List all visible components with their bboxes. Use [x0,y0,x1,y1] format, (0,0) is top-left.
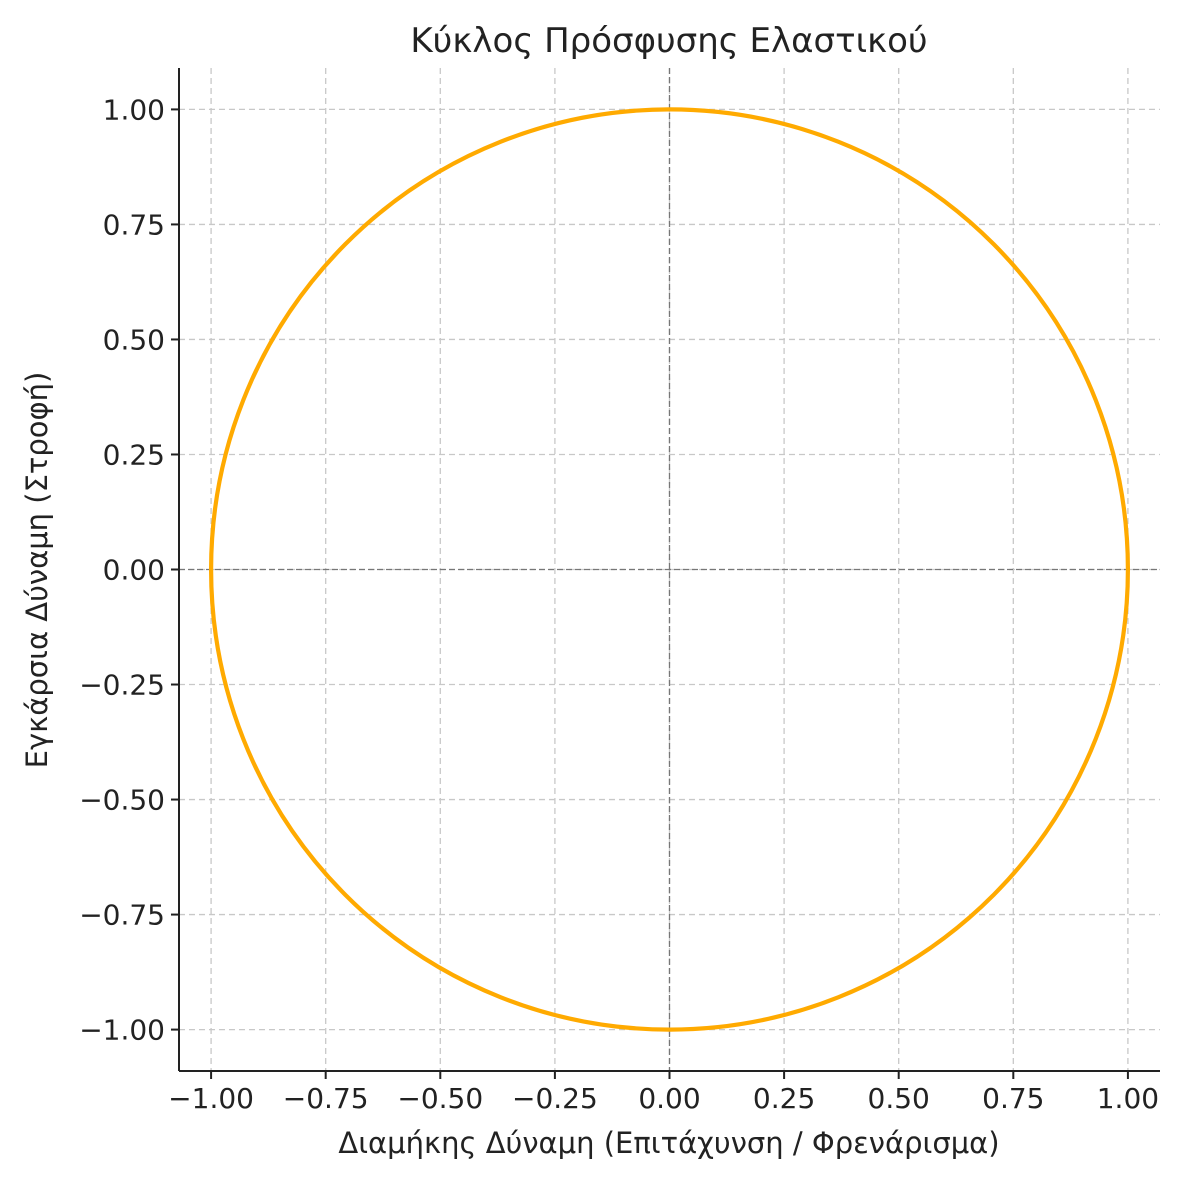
y-tick-label: 0.25 [103,438,165,471]
series-layer [208,107,1131,1032]
y-axis-label: Εγκάρσια Δύναμη (Στροφή) [20,372,54,769]
x-tick-label: −0.75 [283,1082,369,1115]
y-tick-label: −1.00 [79,1014,165,1047]
x-tick-label: 0.50 [868,1082,930,1115]
x-axis-ticks: −1.00 −0.75 −0.50 −0.25 0.00 0.25 0.50 0.75 1.00 [168,1071,1159,1115]
y-tick-label: −0.75 [79,899,165,932]
x-tick-label: 0.75 [982,1082,1044,1115]
x-tick-label: −1.00 [168,1082,254,1115]
y-axis-ticks: −1.00 −0.75 −0.50 −0.25 0.00 0.25 0.50 0.75 1.00 [79,93,179,1047]
x-axis-label: Διαμήκης Δύναμη (Επιτάχυνση / Φρενάρισμα… [338,1126,999,1160]
x-tick-label: −0.25 [512,1082,598,1115]
y-tick-label: −0.25 [79,669,165,702]
y-tick-label: 0.00 [103,554,165,587]
y-tick-label: 1.00 [103,93,165,126]
y-tick-label: −0.50 [79,784,165,817]
friction-circle-series [208,107,1131,1032]
y-tick-label: 0.50 [103,323,165,356]
chart-title: Κύκλος Πρόσφυσης Ελαστικού [410,21,927,61]
x-tick-label: 1.00 [1097,1082,1159,1115]
x-tick-label: 0.25 [753,1082,815,1115]
reference-lines [179,68,1160,1071]
x-tick-label: −0.50 [397,1082,483,1115]
x-tick-label: 0.00 [638,1082,700,1115]
y-tick-label: 0.75 [103,208,165,241]
